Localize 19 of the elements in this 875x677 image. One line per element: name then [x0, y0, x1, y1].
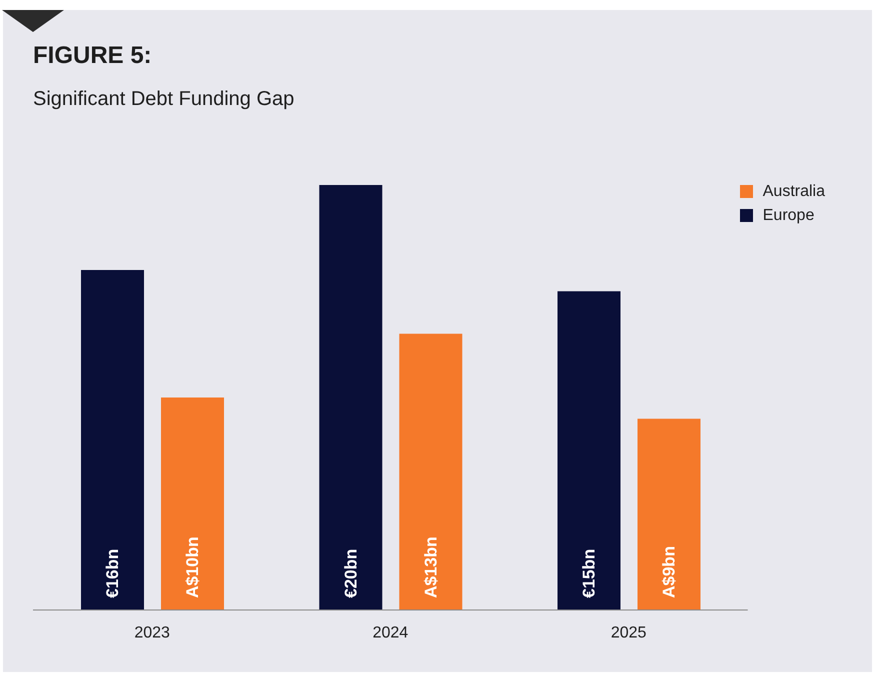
chart-subtitle: Significant Debt Funding Gap [33, 88, 294, 111]
data-label: A$13bn [421, 536, 440, 598]
bar [161, 398, 224, 610]
chart-title: FIGURE 5: [33, 42, 152, 70]
bar [638, 418, 700, 610]
bar [319, 185, 382, 610]
bar [558, 291, 620, 610]
x-tick-label: 2025 [610, 624, 647, 642]
legend-label: Europe [762, 207, 814, 224]
data-label: €15bn [580, 548, 598, 598]
bar [399, 334, 462, 610]
legend-label: Australia [762, 183, 825, 200]
data-label: A$9bn [660, 546, 678, 598]
data-label: €20bn [341, 548, 360, 598]
bar [81, 270, 144, 610]
x-tick-label: 2024 [372, 624, 408, 642]
data-label: €16bn [103, 548, 122, 598]
data-label: A$10bn [183, 536, 202, 598]
x-tick-label: 2023 [134, 624, 170, 642]
